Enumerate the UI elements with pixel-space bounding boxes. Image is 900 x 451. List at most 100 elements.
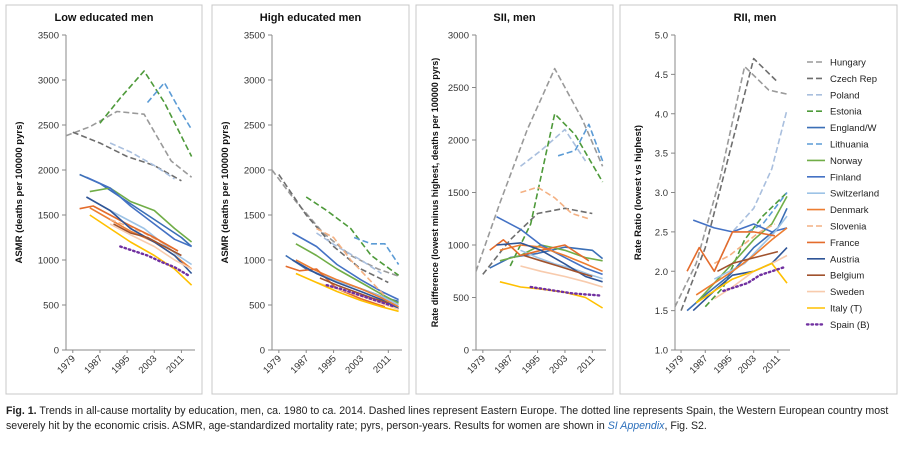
series-line-finland <box>86 176 192 248</box>
y-axis-label: ASMR (deaths per 100000 pyrs) <box>220 121 231 263</box>
series-line-austria <box>496 242 603 283</box>
legend-label: Norway <box>830 156 862 167</box>
legend-label: England/W <box>830 123 877 134</box>
si-appendix-link[interactable]: SI Appendix <box>607 419 665 432</box>
series-line-estonia <box>704 191 788 308</box>
series-line-slovenia <box>316 227 386 297</box>
panel-title: Low educated men <box>54 12 153 24</box>
series-group <box>271 169 400 313</box>
series-line-italy-t- <box>295 272 399 313</box>
y-tick-label: 3.0 <box>655 188 668 199</box>
panel-2: High educated men 0 500 1000 1500 2000 2500 300… <box>211 4 410 395</box>
series-line-france <box>285 265 386 308</box>
legend-label: Czech Rep <box>830 74 877 85</box>
y-tick-label: 2.0 <box>655 267 668 278</box>
series-line-hungary <box>271 169 399 277</box>
panel-frame <box>415 4 614 395</box>
series-line-hungary <box>674 65 788 308</box>
legend-label: Hungary <box>830 58 866 69</box>
legend-label: Estonia <box>830 107 862 118</box>
legend-label: Switzerland <box>830 189 879 200</box>
series-line-belgium <box>113 223 182 257</box>
series-line-austria <box>292 259 399 310</box>
legend-label: Slovenia <box>830 222 867 233</box>
y-tick-label: 3000 <box>244 76 265 87</box>
series-line-slovenia <box>713 223 776 265</box>
y-tick-label: 1500 <box>38 211 59 222</box>
y-axis-label: Rate Ratio (lowest vs highest) <box>633 125 644 260</box>
panel-title: SII, men <box>493 12 535 24</box>
series-line-poland <box>109 142 176 180</box>
series-line-austria <box>692 247 788 312</box>
y-tick-label: 2500 <box>244 121 265 132</box>
y-tick-label: 500 <box>249 301 265 312</box>
legend-label: Lithuania <box>830 140 869 151</box>
series-line-spain-b- <box>529 285 601 297</box>
series-line-belgium <box>717 250 779 273</box>
y-tick-label: 2500 <box>38 121 59 132</box>
series-line-sweden <box>109 223 192 270</box>
series-line-france <box>489 239 590 262</box>
y-tick-label: 2000 <box>244 166 265 177</box>
y-tick-label: 1000 <box>244 256 265 267</box>
figure-caption: Fig. 1. Trends in all-cause mortality by… <box>6 404 896 433</box>
series-line-czech-rep <box>680 57 779 311</box>
caption-tail: , Fig. S2. <box>664 419 707 432</box>
caption-text: Trends in all-cause mortality by educati… <box>6 405 889 432</box>
y-tick-label: 2000 <box>38 166 59 177</box>
y-axis-label: ASMR (deaths per 100000 pyrs) <box>14 121 25 263</box>
legend-label: France <box>830 238 860 249</box>
panel-frame <box>5 4 203 395</box>
series-line-denmark <box>499 244 603 273</box>
series-line-estonia <box>305 196 400 276</box>
series-line-lithuania <box>353 236 400 265</box>
y-tick-label: 3000 <box>448 31 469 42</box>
series-line-finland <box>292 232 399 301</box>
y-tick-label: 1000 <box>448 241 469 252</box>
legend-label: Denmark <box>830 205 869 216</box>
series-line-czech-rep <box>72 131 182 182</box>
y-tick-label: 2500 <box>448 83 469 94</box>
series-line-norway <box>89 187 193 243</box>
series-line-switzerland <box>713 215 788 280</box>
series-group <box>674 57 788 312</box>
series-line-belgium <box>523 254 593 278</box>
series-line-czech-rep <box>482 207 593 275</box>
y-tick-label: 2.5 <box>655 227 668 238</box>
series-line-estonia <box>99 70 193 157</box>
series-line-denmark <box>695 227 788 296</box>
series-line-france <box>686 231 776 273</box>
series-line-hungary <box>65 110 193 178</box>
series-line-estonia <box>509 113 604 267</box>
legend-label: Italy (T) <box>830 304 862 315</box>
y-tick-label: 4.0 <box>655 109 668 120</box>
y-tick-label: 4.5 <box>655 70 668 81</box>
caption-lead: Fig. 1. <box>6 405 37 417</box>
y-tick-label: 1.0 <box>655 346 668 357</box>
y-tick-label: 3500 <box>38 31 59 42</box>
panel-1: Low educated men 0 500 1000 1500 2000 2500 3000… <box>5 4 203 395</box>
series-line-poland <box>520 128 587 167</box>
legend-label: Finland <box>830 172 861 183</box>
y-tick-label: 2000 <box>448 136 469 147</box>
series-line-spain-b- <box>325 284 397 308</box>
y-tick-label: 3000 <box>38 76 59 87</box>
legend-label: Spain (B) <box>830 320 870 331</box>
series-group <box>475 67 604 309</box>
series-line-finland <box>692 219 788 233</box>
y-tick-label: 3.5 <box>655 149 668 160</box>
series-line-switzerland <box>520 249 603 280</box>
y-tick-label: 0 <box>260 346 265 357</box>
series-line-austria <box>86 196 193 275</box>
y-tick-label: 0 <box>54 346 59 357</box>
series-line-sweden <box>520 265 603 288</box>
legend-label: Sweden <box>830 287 864 298</box>
legend-label: Belgium <box>830 271 864 282</box>
series-line-switzerland <box>109 209 193 266</box>
legend: Hungary Czech Rep Poland Estonia England/W Li… <box>805 58 879 331</box>
series-line-poland <box>316 232 382 275</box>
legend-label: Austria <box>830 254 860 265</box>
series-line-lithuania <box>557 123 604 162</box>
